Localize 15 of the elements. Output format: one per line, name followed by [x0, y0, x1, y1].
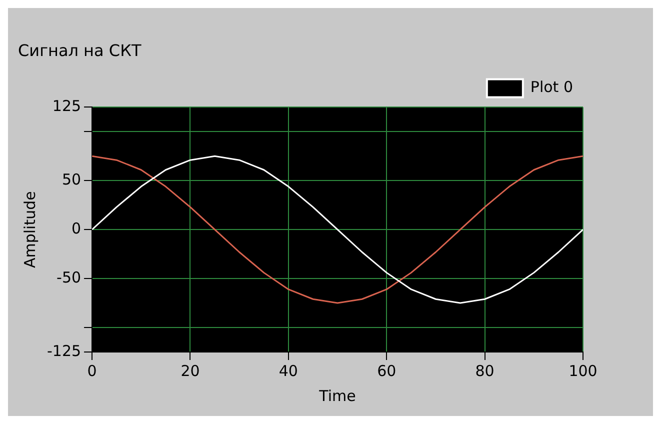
x-tick-label: 40 [278, 362, 298, 380]
x-tick-label: 20 [180, 362, 200, 380]
x-axis-title: Time [318, 386, 356, 405]
x-tick-label: 0 [87, 362, 97, 380]
y-tick-label: 50 [62, 170, 82, 189]
x-tick-label: 100 [568, 362, 598, 380]
y-tick-label: -50 [56, 268, 82, 286]
x-tick-label: 80 [475, 362, 494, 380]
x-tick-label: 60 [377, 362, 396, 380]
chart-title: Сигнал на СКТ [18, 40, 142, 60]
y-tick-label: -125 [46, 342, 82, 360]
legend-label: Plot 0 [530, 78, 574, 96]
y-tick-label: 125 [52, 97, 82, 116]
y-axis-title: Amplitude [20, 191, 39, 268]
y-tick-label: 0 [71, 219, 82, 238]
